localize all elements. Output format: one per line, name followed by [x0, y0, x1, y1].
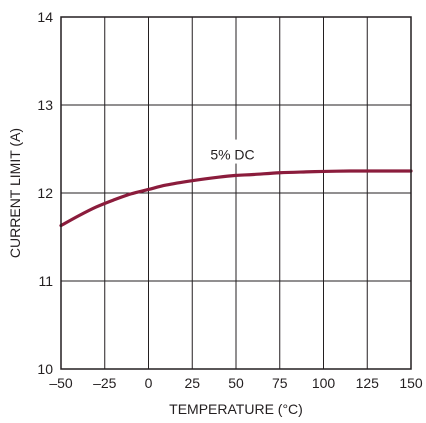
x-tick-label: 25 — [184, 375, 200, 391]
annotation-label: 5% DC — [210, 147, 254, 163]
x-tick-label: 0 — [145, 375, 153, 391]
x-tick-label: –25 — [93, 375, 117, 391]
x-tick-label: 75 — [272, 375, 288, 391]
x-tick-label: –50 — [49, 375, 73, 391]
y-tick-label: 10 — [37, 361, 53, 377]
x-tick-label: 50 — [228, 375, 244, 391]
x-tick-label: 150 — [399, 375, 423, 391]
y-axis-title: CURRENT LIMIT (A) — [7, 128, 23, 258]
x-tick-labels: –50 –25 0 25 50 75 100 125 150 — [49, 375, 423, 391]
series-line — [59, 169, 413, 228]
y-tick-label: 13 — [37, 97, 53, 113]
x-axis-title: TEMPERATURE (°C) — [169, 401, 303, 417]
annotation-backdrop — [202, 139, 263, 164]
y-tick-label: 11 — [38, 273, 53, 289]
x-tick-label: 125 — [356, 375, 380, 391]
plot-frame — [60, 16, 412, 370]
y-tick-labels: 10 11 12 13 14 — [37, 9, 53, 377]
series-group — [59, 169, 413, 228]
annotations: 5% DC — [210, 147, 254, 163]
y-tick-label: 14 — [37, 9, 53, 25]
y-tick-label: 12 — [37, 185, 53, 201]
x-tick-label: 100 — [312, 375, 336, 391]
grid — [61, 17, 411, 369]
